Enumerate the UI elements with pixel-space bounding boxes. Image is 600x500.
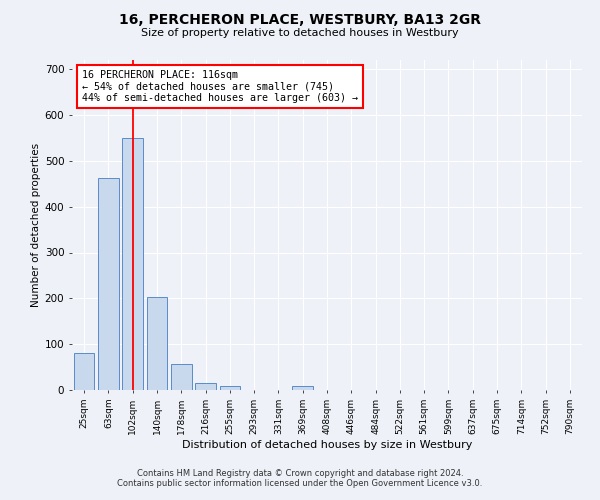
Bar: [146, 297, 167, 390]
Bar: [195, 383, 216, 390]
Text: Contains HM Land Registry data © Crown copyright and database right 2024.: Contains HM Land Registry data © Crown c…: [137, 468, 463, 477]
Bar: [220, 386, 240, 390]
Bar: [98, 178, 119, 390]
Bar: [74, 354, 94, 390]
Y-axis label: Number of detached properties: Number of detached properties: [31, 143, 41, 307]
Text: Contains public sector information licensed under the Open Government Licence v3: Contains public sector information licen…: [118, 478, 482, 488]
X-axis label: Distribution of detached houses by size in Westbury: Distribution of detached houses by size …: [182, 440, 472, 450]
Text: 16 PERCHERON PLACE: 116sqm
← 54% of detached houses are smaller (745)
44% of sem: 16 PERCHERON PLACE: 116sqm ← 54% of deta…: [82, 70, 358, 103]
Text: 16, PERCHERON PLACE, WESTBURY, BA13 2GR: 16, PERCHERON PLACE, WESTBURY, BA13 2GR: [119, 12, 481, 26]
Text: Size of property relative to detached houses in Westbury: Size of property relative to detached ho…: [141, 28, 459, 38]
Bar: [292, 386, 313, 390]
Bar: [122, 138, 143, 390]
Bar: [171, 364, 191, 390]
